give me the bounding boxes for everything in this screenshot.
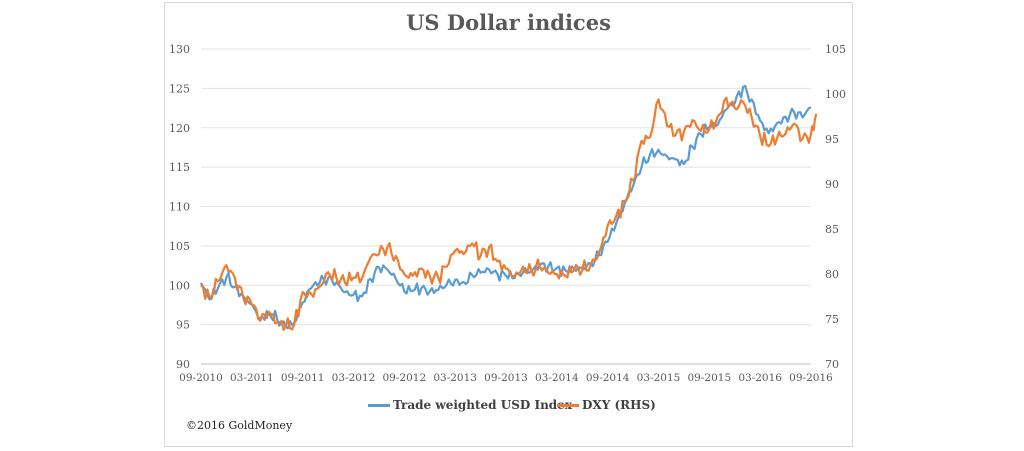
y-right-tick-label: 90 [825,178,839,191]
chart-title: US Dollar indices [406,10,611,35]
y-left-tick-label: 120 [169,122,190,135]
y-right-tick-label: 75 [825,313,839,326]
x-tick-label: 03-2011 [230,372,274,384]
y-left-tick-label: 105 [169,240,190,253]
y-right-tick-label: 100 [825,88,846,101]
y-right-tick-label: 80 [825,268,839,281]
chart-frame [164,2,853,447]
y-left-tick-label: 130 [169,43,190,56]
y-left-tick-label: 100 [169,279,190,292]
x-tick-label: 09-2016 [789,372,833,384]
legend-item-dxy: DXY (RHS) [557,398,656,412]
legend-swatch-orange [557,403,579,407]
legend-swatch-blue [368,403,390,407]
x-tick-label: 03-2013 [433,372,477,384]
x-tick-label: 09-2011 [281,372,325,384]
y-left-tick-label: 115 [169,161,190,174]
legend-label-dxy: DXY (RHS) [582,398,656,412]
x-tick-label: 03-2016 [738,372,782,384]
y-right-tick-label: 70 [825,358,839,371]
y-right-tick-label: 105 [825,43,846,56]
legend-label-trade-weighted: Trade weighted USD Index [393,398,572,412]
y-left-tick-label: 95 [176,319,190,332]
x-tick-label: 03-2015 [637,372,681,384]
y-left-tick-label: 90 [176,358,190,371]
y-left-tick-label: 125 [169,82,190,95]
series-line-dxy [200,96,818,332]
x-tick-label: 09-2014 [586,372,630,384]
x-tick-label: 09-2012 [383,372,427,384]
x-tick-label: 09-2015 [688,372,732,384]
legend-item-trade-weighted: Trade weighted USD Index [368,398,572,412]
x-tick-label: 09-2010 [179,372,223,384]
y-left-tick-label: 110 [169,201,190,214]
x-tick-label: 09-2013 [484,372,528,384]
copyright-text: ©2016 GoldMoney [186,419,293,432]
x-tick-label: 03-2012 [332,372,376,384]
y-right-tick-label: 95 [825,133,839,146]
series-line-trade-weighted [200,84,812,330]
y-right-tick-label: 85 [825,223,839,236]
x-tick-label: 03-2014 [535,372,579,384]
